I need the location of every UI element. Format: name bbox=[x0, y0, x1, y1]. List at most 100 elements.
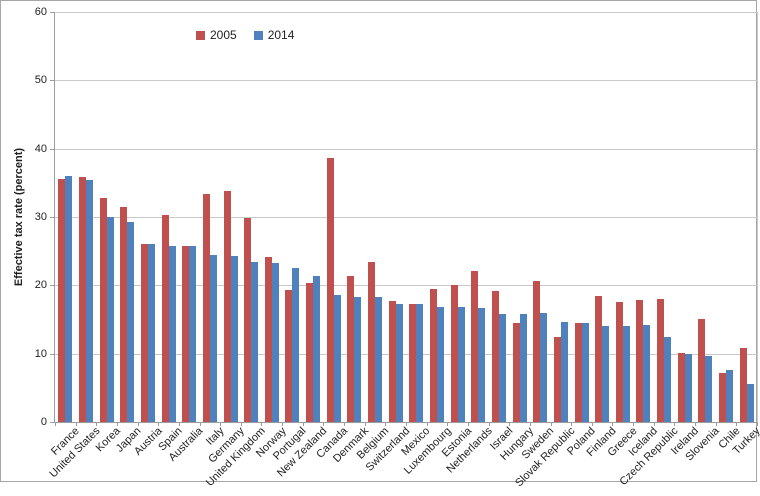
x-tick-19 bbox=[447, 422, 449, 426]
bar-2005-czech-republic bbox=[657, 299, 665, 422]
bar-2005-mexico bbox=[409, 304, 417, 422]
y-tick-label-60: 60 bbox=[34, 6, 47, 18]
x-tick-4 bbox=[137, 422, 139, 426]
bar-2005-germany bbox=[223, 191, 231, 422]
y-tick-label-30: 30 bbox=[34, 211, 47, 223]
y-tick-label-40: 40 bbox=[34, 142, 47, 155]
bar-2014-portugal bbox=[292, 268, 300, 422]
bar-2005-norway bbox=[264, 256, 272, 422]
bar-2014-greece bbox=[622, 325, 630, 422]
bar-2014-poland bbox=[581, 322, 589, 422]
chart-legend: 2005 2014 bbox=[196, 28, 294, 42]
bar-2014-netherlands bbox=[478, 307, 486, 422]
bar-2005-australia bbox=[182, 246, 190, 422]
bar-2005-greece bbox=[615, 302, 623, 422]
bar-2005-finland bbox=[595, 296, 603, 422]
gridline-30 bbox=[55, 217, 757, 218]
bar-2014-australia bbox=[189, 246, 197, 422]
bar-2014-mexico bbox=[416, 304, 424, 422]
bar-2014-finland bbox=[602, 325, 610, 422]
bar-2014-estonia bbox=[457, 307, 465, 422]
bar-2014-germany bbox=[230, 255, 238, 422]
bar-2014-norway bbox=[271, 263, 279, 422]
y-tick-30 bbox=[50, 217, 55, 218]
bar-2014-luxembourg bbox=[436, 306, 444, 422]
bar-2005-slovenia bbox=[698, 318, 706, 422]
bar-2014-italy bbox=[209, 255, 217, 422]
x-tick-16 bbox=[385, 422, 387, 426]
x-tick-21 bbox=[488, 422, 490, 426]
bar-2014-korea bbox=[106, 217, 114, 422]
bar-2014-turkey bbox=[746, 383, 754, 422]
x-tick-28 bbox=[633, 422, 635, 426]
gridline-40 bbox=[55, 148, 757, 150]
bar-2005-iceland bbox=[636, 299, 644, 422]
bar-2005-poland bbox=[574, 322, 582, 422]
bar-2014-belgium bbox=[375, 296, 383, 422]
legend-label-2014: 2014 bbox=[267, 28, 295, 42]
x-tick-0 bbox=[55, 422, 56, 426]
bar-2005-korea bbox=[99, 197, 107, 422]
y-tick-label-50: 50 bbox=[34, 74, 47, 87]
gridline-10 bbox=[55, 353, 757, 355]
y-tick-label-10: 10 bbox=[34, 347, 47, 360]
bar-2005-portugal bbox=[285, 290, 293, 422]
bar-2014-canada bbox=[333, 294, 341, 422]
x-tick-27 bbox=[612, 422, 614, 426]
x-tick-15 bbox=[364, 422, 366, 426]
bar-2005-new-zealand bbox=[306, 283, 314, 422]
x-tick-9 bbox=[240, 422, 242, 426]
bar-2014-israel bbox=[498, 314, 506, 422]
bar-2014-new-zealand bbox=[313, 275, 321, 422]
x-tick-5 bbox=[158, 422, 160, 426]
y-tick-50 bbox=[50, 80, 55, 82]
x-tick-20 bbox=[467, 422, 469, 426]
bar-2014-iceland bbox=[643, 324, 651, 422]
x-tick-29 bbox=[653, 422, 655, 426]
bar-2005-denmark bbox=[347, 275, 355, 422]
bar-2005-israel bbox=[491, 290, 499, 422]
x-tick-3 bbox=[116, 422, 118, 426]
bar-2005-chile bbox=[719, 372, 727, 422]
x-tick-22 bbox=[509, 422, 511, 426]
bar-2014-japan bbox=[127, 222, 135, 422]
legend-item-2005: 2005 bbox=[196, 28, 237, 42]
gridline-60 bbox=[55, 12, 757, 13]
legend-swatch-2014-icon bbox=[253, 30, 263, 40]
x-tick-11 bbox=[282, 422, 284, 426]
y-tick-label-0: 0 bbox=[40, 416, 47, 428]
x-tick-2 bbox=[96, 422, 98, 426]
x-tick-33 bbox=[736, 422, 738, 426]
bar-2014-sweden bbox=[540, 312, 548, 422]
x-tick-34 bbox=[757, 422, 758, 426]
plot-area bbox=[50, 12, 758, 426]
y-tick-10 bbox=[50, 353, 55, 355]
bar-2005-switzerland bbox=[388, 301, 396, 422]
bar-2014-denmark bbox=[354, 296, 362, 422]
x-axis-tick-labels: France United States Korea Japan Austria Spai… bbox=[47, 425, 760, 489]
bar-2005-austria bbox=[140, 243, 148, 422]
x-tick-18 bbox=[426, 422, 428, 426]
bar-2005-netherlands bbox=[471, 270, 479, 422]
bar-2005-sweden bbox=[533, 280, 541, 422]
x-tick-25 bbox=[571, 422, 573, 426]
bar-2005-estonia bbox=[450, 285, 458, 422]
legend-item-2014: 2014 bbox=[253, 28, 295, 42]
x-tick-31 bbox=[695, 422, 697, 426]
bar-2014-slovak-republic bbox=[560, 321, 568, 422]
bar-2005-united-states bbox=[78, 177, 86, 422]
legend-swatch-2005-icon bbox=[196, 30, 205, 40]
bar-2005-spain bbox=[161, 214, 169, 422]
y-tick-20 bbox=[50, 285, 55, 287]
bar-2014-ireland bbox=[684, 353, 692, 422]
x-tick-12 bbox=[302, 422, 304, 426]
bar-2005-france bbox=[58, 179, 66, 422]
x-tick-13 bbox=[323, 422, 325, 426]
y-tick-40 bbox=[50, 148, 55, 150]
x-tick-14 bbox=[344, 422, 346, 426]
bar-2014-slovenia bbox=[705, 355, 713, 422]
x-tick-32 bbox=[715, 422, 717, 426]
bar-2014-chile bbox=[726, 370, 734, 422]
gridline-50 bbox=[55, 80, 757, 82]
